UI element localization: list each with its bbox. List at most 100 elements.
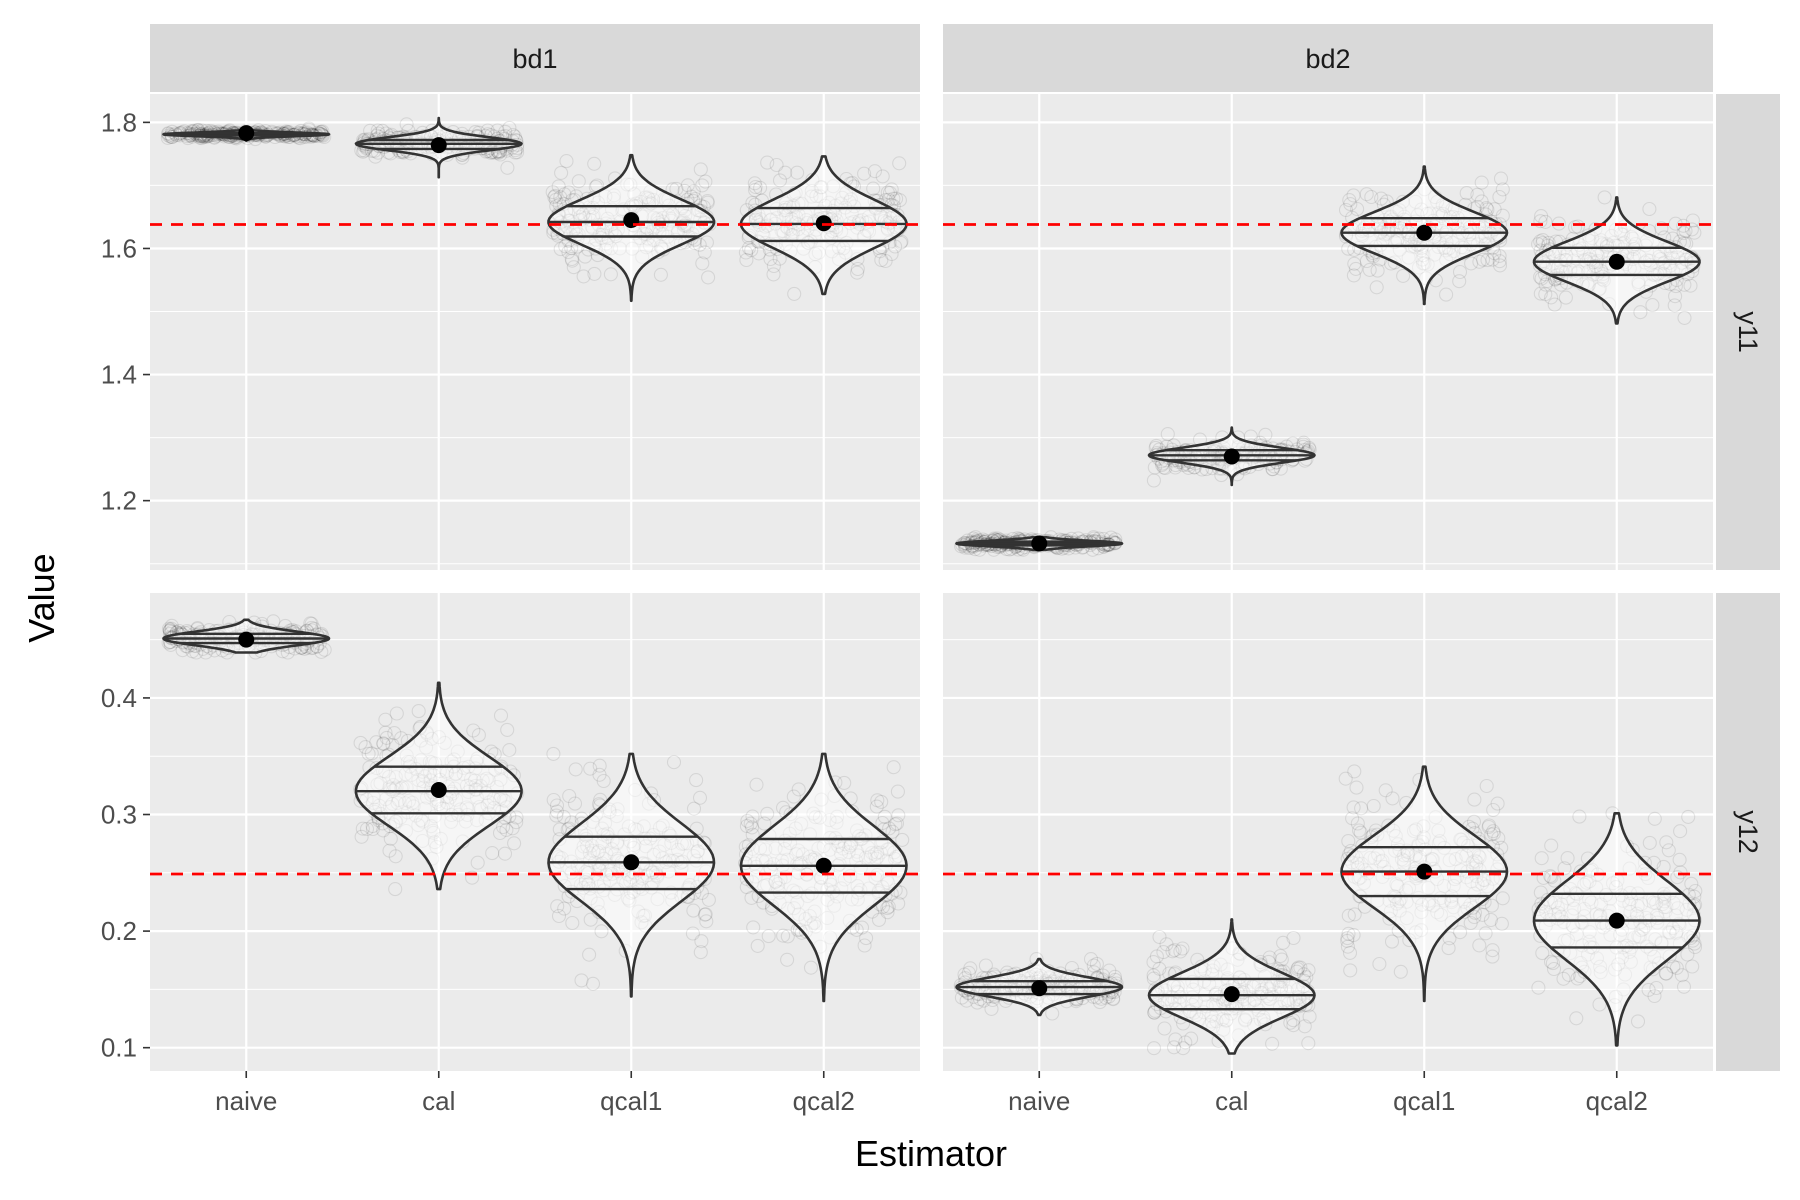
jitter-point bbox=[893, 885, 908, 900]
x-tick-label: qcal2 bbox=[793, 1086, 855, 1116]
jitter-point bbox=[365, 819, 380, 834]
jitter-point bbox=[888, 817, 903, 832]
jitter-point bbox=[1493, 171, 1509, 186]
jitter-point bbox=[1466, 814, 1482, 829]
mean-point-cal bbox=[1223, 986, 1240, 1003]
jitter-point bbox=[686, 184, 701, 199]
jitter-point bbox=[509, 815, 524, 830]
jitter-point bbox=[566, 260, 581, 275]
jitter-point bbox=[596, 773, 611, 789]
jitter-point bbox=[741, 241, 757, 256]
jitter-point bbox=[561, 244, 576, 260]
jitter-point bbox=[895, 832, 910, 847]
jitter-point bbox=[849, 922, 864, 937]
jitter-point bbox=[837, 775, 852, 790]
jitter-point bbox=[1485, 252, 1500, 267]
jitter-point bbox=[1359, 253, 1374, 269]
jitter-point bbox=[1677, 310, 1692, 325]
jitter-point bbox=[874, 794, 889, 809]
jitter-point bbox=[854, 920, 870, 935]
y-tick-label: 0.2 bbox=[101, 916, 137, 946]
jitter-point bbox=[1544, 870, 1559, 885]
x-tick-label: qcal1 bbox=[600, 1086, 662, 1116]
jitter-point bbox=[317, 129, 332, 145]
jitter-point bbox=[1273, 948, 1288, 964]
jitter-point bbox=[1535, 946, 1550, 961]
jitter-point bbox=[875, 815, 890, 831]
jitter-point bbox=[1534, 851, 1549, 866]
jitter-point bbox=[358, 740, 373, 755]
jitter-point bbox=[1474, 194, 1489, 209]
jitter-point bbox=[549, 804, 565, 819]
jitter-point bbox=[1102, 963, 1117, 978]
jitter-point bbox=[1352, 823, 1367, 838]
jitter-point bbox=[1474, 175, 1489, 190]
jitter-point bbox=[694, 934, 709, 949]
jitter-point bbox=[747, 176, 762, 191]
jitter-point bbox=[695, 256, 710, 271]
jitter-point bbox=[869, 799, 884, 814]
jitter-point bbox=[1597, 190, 1612, 205]
jitter-point bbox=[1283, 1015, 1298, 1030]
jitter-point bbox=[485, 846, 500, 861]
jitter-point bbox=[574, 973, 589, 988]
jitter-point bbox=[465, 870, 480, 885]
jitter-point bbox=[882, 185, 898, 200]
jitter-point bbox=[1494, 916, 1509, 931]
jitter-point bbox=[1364, 189, 1379, 205]
jitter-point bbox=[1669, 960, 1684, 975]
jitter-point bbox=[1439, 287, 1454, 302]
jitter-point bbox=[1258, 427, 1273, 442]
jitter-point bbox=[1495, 182, 1510, 197]
y-tick-label: 1.8 bbox=[101, 107, 137, 137]
jitter-point bbox=[699, 914, 714, 929]
jitter-point bbox=[1353, 825, 1368, 840]
jitter-point bbox=[877, 809, 892, 824]
jitter-point bbox=[891, 896, 906, 911]
jitter-point bbox=[496, 819, 511, 835]
jitter-point bbox=[471, 728, 486, 743]
jitter-point bbox=[1346, 800, 1361, 815]
x-axis-title: Estimator bbox=[855, 1133, 1007, 1174]
jitter-point bbox=[470, 855, 485, 870]
y-tick-label: 0.4 bbox=[101, 683, 137, 713]
jitter-point bbox=[1570, 971, 1585, 986]
x-tick-label: cal bbox=[422, 1086, 455, 1116]
jitter-point bbox=[1343, 197, 1358, 212]
row-strip bbox=[1716, 94, 1780, 570]
jitter-point bbox=[1492, 258, 1508, 273]
jitter-point bbox=[1560, 851, 1575, 866]
jitter-point bbox=[502, 120, 517, 135]
panel bbox=[943, 94, 1713, 570]
jitter-point bbox=[500, 160, 515, 175]
jitter-point bbox=[746, 920, 761, 935]
jitter-point bbox=[738, 245, 753, 260]
jitter-point bbox=[1681, 809, 1696, 824]
jitter-point bbox=[388, 849, 403, 864]
jitter-point bbox=[378, 725, 393, 740]
jitter-point bbox=[1045, 1006, 1060, 1021]
violin-qcal2 bbox=[739, 752, 908, 1003]
row-strip-label: y11 bbox=[1733, 311, 1763, 353]
jitter-point bbox=[1156, 945, 1171, 960]
jitter-point bbox=[1262, 950, 1277, 965]
jitter-point bbox=[957, 967, 972, 982]
jitter-point bbox=[685, 926, 700, 941]
jitter-point bbox=[881, 899, 896, 914]
jitter-point bbox=[677, 183, 692, 198]
jitter-point bbox=[564, 241, 579, 256]
jitter-point bbox=[387, 726, 402, 741]
jitter-point bbox=[507, 836, 522, 851]
jitter-point bbox=[963, 961, 978, 976]
jitter-point bbox=[859, 931, 874, 946]
jitter-point bbox=[314, 644, 329, 659]
jitter-point bbox=[961, 965, 976, 980]
jitter-point bbox=[1441, 941, 1456, 956]
jitter-point bbox=[545, 185, 560, 200]
jitter-point bbox=[1673, 824, 1688, 839]
jitter-point bbox=[874, 252, 889, 268]
mean-point-cal bbox=[430, 782, 447, 798]
jitter-point bbox=[1475, 252, 1491, 267]
jitter-point bbox=[1546, 961, 1562, 977]
y-tick-label: 1.2 bbox=[101, 486, 137, 516]
